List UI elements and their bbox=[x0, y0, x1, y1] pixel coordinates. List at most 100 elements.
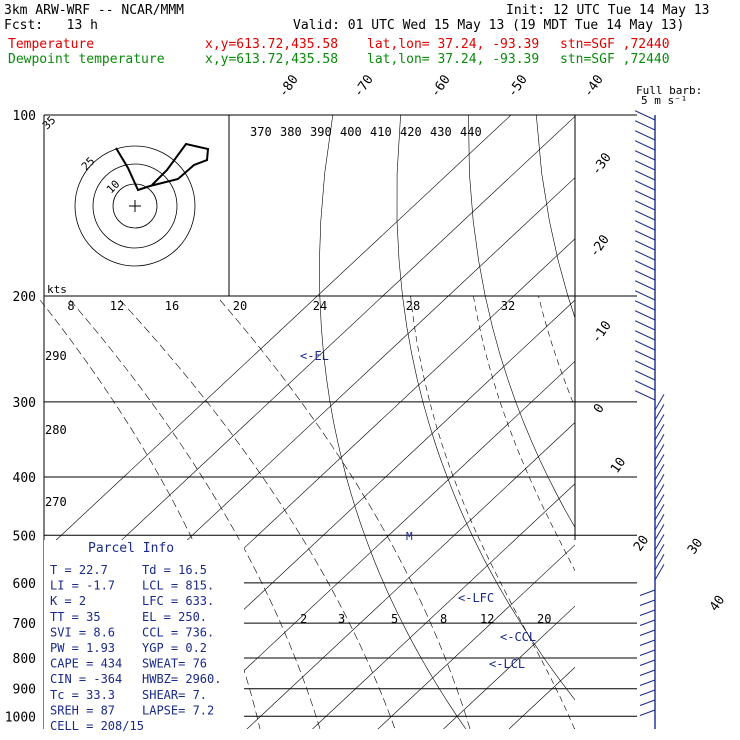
mixing-ratio-label: 3 bbox=[338, 612, 345, 626]
dry-adiabat bbox=[396, 115, 575, 701]
hodograph-tick-label: 24 bbox=[313, 299, 327, 313]
mixing-ratio-label: 2 bbox=[300, 612, 307, 626]
wind-barb bbox=[654, 514, 665, 531]
thetae-label: 290 bbox=[45, 349, 67, 363]
parcel-row-right: EL = 250. bbox=[142, 610, 207, 624]
isotherm-line bbox=[312, 483, 575, 729]
pressure-tick-label: 400 bbox=[13, 471, 36, 486]
wind-barb bbox=[634, 390, 656, 401]
pressure-tick-label: 700 bbox=[13, 617, 36, 632]
wind-barb bbox=[654, 464, 665, 481]
speed-guide-curve bbox=[119, 299, 396, 730]
wind-barb bbox=[639, 659, 656, 666]
pressure-tick-label: 600 bbox=[13, 577, 36, 592]
wind-barb bbox=[639, 639, 656, 646]
hodograph-tick-label: 20 bbox=[233, 299, 247, 313]
temp-latlon: lat,lon= 37.24, -93.39 bbox=[367, 37, 540, 52]
isotherm-label: -40 bbox=[581, 72, 607, 100]
isotherm-label: -70 bbox=[351, 72, 377, 100]
hodograph-tick-label: 28 bbox=[406, 299, 420, 313]
wind-barb bbox=[654, 404, 665, 421]
theta-label: 430 bbox=[430, 125, 452, 139]
parcel-row-right: CCL = 736. bbox=[142, 625, 214, 639]
isotherm-line bbox=[44, 115, 575, 614]
parcel-row-right: LCL = 815. bbox=[142, 579, 214, 593]
valid-time: Valid: 01 UTC Wed 15 May 13 (19 MDT Tue … bbox=[293, 18, 685, 33]
isotherm-line bbox=[574, 728, 575, 729]
model-title: 3km ARW-WRF -- NCAR/MMM bbox=[4, 3, 185, 18]
wind-barb bbox=[654, 524, 665, 541]
parcel-row-right: LAPSE= 7.2 bbox=[142, 703, 214, 717]
parcel-row-left: SVI = 8.6 bbox=[50, 625, 115, 639]
ccl-marker: <-CCL bbox=[500, 630, 536, 644]
forecast-hour: Fcst: 13 h bbox=[4, 18, 98, 33]
isotherm-line bbox=[377, 544, 575, 729]
parcel-row-left: SREH = 87 bbox=[50, 703, 115, 717]
hodograph-ring-label: 25 bbox=[79, 155, 98, 174]
isotherm-label: 10 bbox=[608, 455, 629, 476]
wind-barb bbox=[634, 130, 656, 141]
speed-guide-curve bbox=[69, 299, 321, 730]
parcel-row-left: LI = -1.7 bbox=[50, 579, 115, 593]
parcel-row-right: SWEAT= 76 bbox=[142, 657, 207, 671]
wind-barb bbox=[634, 150, 656, 161]
pressure-tick-label: 1000 bbox=[5, 710, 36, 725]
isotherm-label: 30 bbox=[685, 536, 706, 557]
parcel-row-left: CIN = -364 bbox=[50, 672, 122, 686]
parcel-row-right: YGP = 0.2 bbox=[142, 641, 207, 655]
theta-label: 400 bbox=[340, 125, 362, 139]
isotherm-label: -30 bbox=[589, 150, 615, 178]
wind-barb bbox=[654, 444, 665, 461]
isotherm-line bbox=[181, 360, 575, 729]
wind-barb bbox=[639, 599, 656, 606]
wind-barb bbox=[634, 310, 656, 321]
parcel-row-left: PW = 1.93 bbox=[50, 641, 115, 655]
wind-barb bbox=[634, 200, 656, 211]
moist-adiabat bbox=[473, 295, 575, 572]
pressure-tick-label: 300 bbox=[13, 396, 36, 411]
wind-barb bbox=[654, 534, 665, 551]
legend-dewpoint: Dewpoint temperature bbox=[8, 52, 165, 67]
wind-barb bbox=[634, 320, 656, 331]
mixing-ratio-label: 8 bbox=[440, 612, 447, 626]
temp-station: stn=SGF ,72440 bbox=[560, 37, 670, 52]
hodograph-tick-label: 12 bbox=[110, 299, 124, 313]
wind-barb bbox=[634, 270, 656, 281]
wind-barb bbox=[634, 280, 656, 291]
hodograph-ring bbox=[74, 145, 196, 267]
moist-adiabat bbox=[410, 295, 575, 729]
parcel-row-left: K = 2 bbox=[50, 594, 86, 608]
pressure-tick-label: 900 bbox=[13, 683, 36, 698]
hodograph-ring-label: 35 bbox=[40, 114, 59, 133]
dew-latlon: lat,lon= 37.24, -93.39 bbox=[367, 52, 540, 67]
pressure-tick-label: 500 bbox=[13, 529, 36, 544]
parcel-row-right: LFC = 633. bbox=[142, 594, 214, 608]
parcel-row-left: T = 22.7 bbox=[50, 563, 108, 577]
isotherm-line bbox=[443, 605, 575, 729]
wind-barb bbox=[654, 394, 665, 411]
wind-legend-title: Full barb: bbox=[636, 84, 702, 97]
wind-barb bbox=[634, 330, 656, 341]
wind-barb bbox=[639, 679, 656, 686]
pressure-tick-label: 100 bbox=[13, 109, 36, 124]
parcel-row-left: CELL = 208/15 bbox=[50, 719, 144, 733]
isotherm-label: -50 bbox=[505, 72, 531, 100]
wind-barb bbox=[634, 120, 656, 131]
theta-label: 420 bbox=[400, 125, 422, 139]
wind-barb bbox=[654, 474, 665, 491]
wind-barb bbox=[639, 689, 656, 696]
wind-barb bbox=[634, 220, 656, 231]
wind-barb bbox=[639, 619, 656, 626]
mixing-ratio-label: 12 bbox=[480, 612, 494, 626]
wind-barb bbox=[634, 230, 656, 241]
isotherm-line bbox=[706, 115, 740, 729]
dry-adiabat bbox=[536, 115, 575, 319]
wind-barb bbox=[654, 454, 665, 471]
isotherm-label: -60 bbox=[428, 72, 454, 100]
hodograph-tick-label: 8 bbox=[67, 299, 74, 313]
hodograph-trace bbox=[115, 142, 210, 192]
dry-adiabat bbox=[672, 115, 740, 729]
wind-barb bbox=[654, 494, 665, 511]
pressure-tick-label: 800 bbox=[13, 652, 36, 667]
wind-barb bbox=[639, 709, 656, 716]
